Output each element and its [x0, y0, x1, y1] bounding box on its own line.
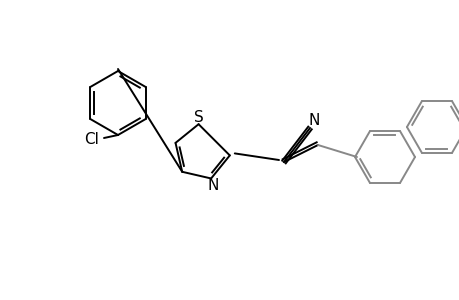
Text: N: N — [308, 112, 319, 128]
Text: N: N — [207, 178, 218, 193]
Text: Cl: Cl — [84, 131, 99, 146]
Text: S: S — [193, 110, 203, 125]
